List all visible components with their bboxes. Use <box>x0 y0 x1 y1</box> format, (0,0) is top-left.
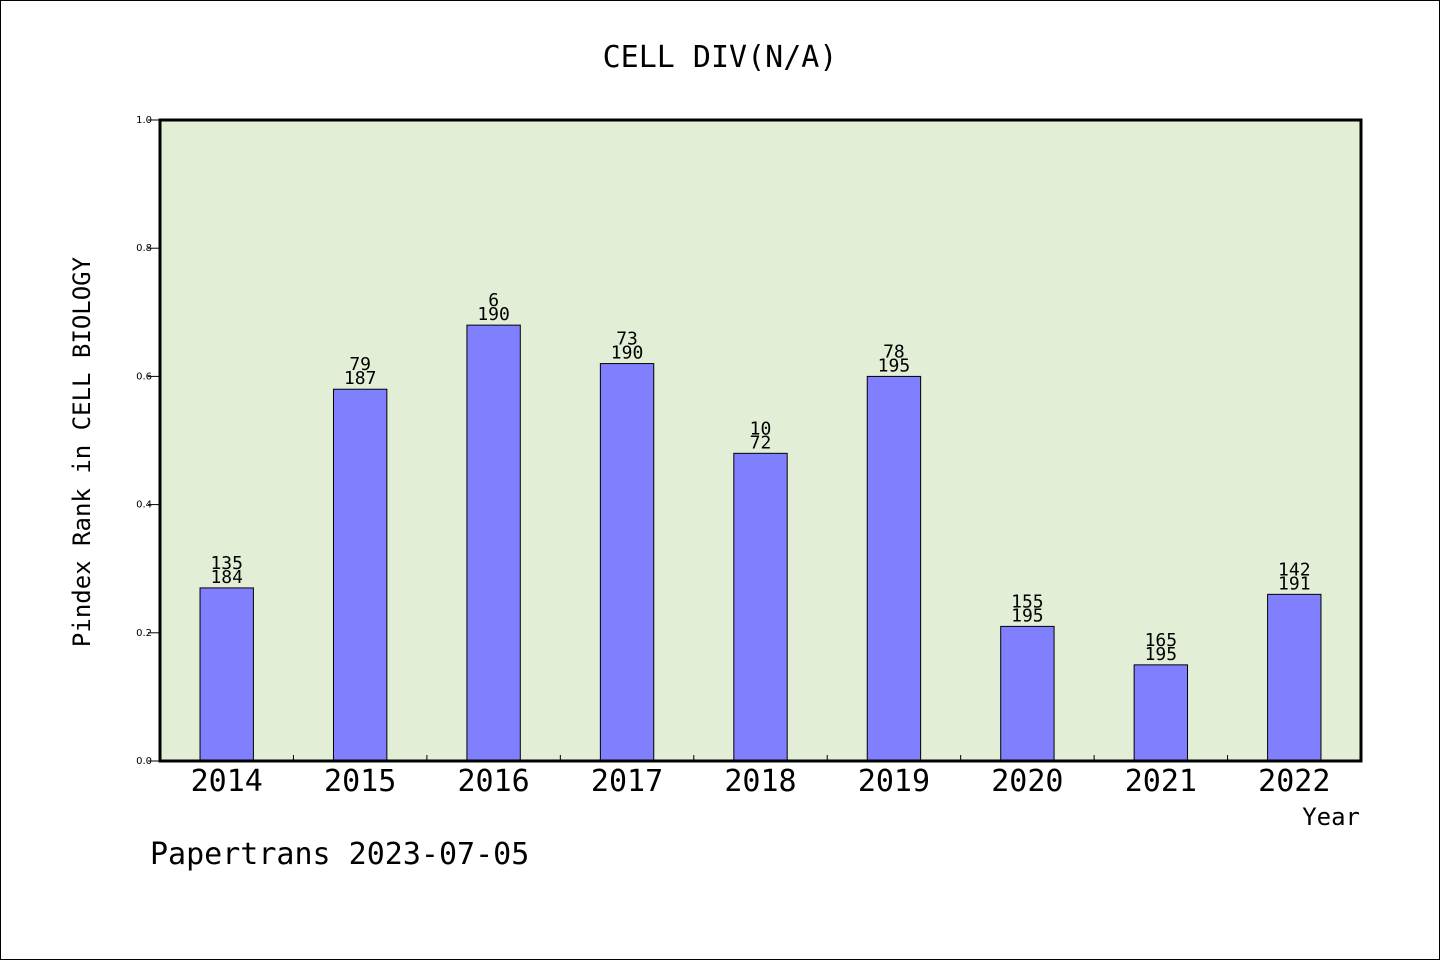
bar-label-top: 73 <box>616 329 638 350</box>
bar-2019 <box>866 375 922 762</box>
x-tick-label: 2015 <box>324 764 396 799</box>
bar-label-top: 10 <box>750 418 772 439</box>
bar-label-bottom: 190 <box>611 343 644 364</box>
bar-label-bottom: 191 <box>1278 573 1311 594</box>
bar-2022 <box>1267 593 1322 762</box>
bar-label-bottom: 195 <box>1011 605 1044 626</box>
x-tick-label: 2018 <box>724 764 796 799</box>
x-tick-label: 2021 <box>1125 764 1197 799</box>
bar-label-top: 165 <box>1145 630 1178 651</box>
bar-2016 <box>466 324 521 762</box>
bar-label-bottom: 190 <box>477 304 510 325</box>
y-tick-label: 0.6 <box>136 371 152 382</box>
bar-2017 <box>599 363 655 762</box>
chart-title: CELL DIV(N/A) <box>603 40 838 75</box>
bar-2018 <box>733 452 788 762</box>
bar-2014 <box>199 587 254 762</box>
bar-label-bottom: 195 <box>1145 644 1178 665</box>
y-tick-label: 0.8 <box>136 243 152 254</box>
bar-label-top: 155 <box>1011 591 1044 612</box>
bar-label-top: 142 <box>1278 559 1311 580</box>
y-tick-label: 0.0 <box>136 756 152 767</box>
bar-label-top: 6 <box>488 290 499 311</box>
bar-label-top: 78 <box>883 341 905 362</box>
bar-label-bottom: 184 <box>210 567 243 588</box>
bar-label-bottom: 72 <box>750 432 772 453</box>
bar-2020 <box>1000 625 1055 762</box>
x-tick-label: 2019 <box>858 764 930 799</box>
bar-2021 <box>1133 664 1189 762</box>
bar-label-bottom: 187 <box>344 368 377 389</box>
x-tick-label: 2014 <box>191 764 263 799</box>
y-axis-title: Pindex Rank in CELL BIOLOGY <box>68 256 96 647</box>
bar-label-top: 79 <box>349 354 371 375</box>
plot-border <box>158 118 1363 763</box>
y-tick-label: 0.2 <box>136 628 152 639</box>
x-tick-label: 2017 <box>591 764 663 799</box>
x-tick-label: 2022 <box>1258 764 1330 799</box>
bar-2015 <box>332 388 388 762</box>
y-tick-label: 0.4 <box>136 500 152 511</box>
footer-text: Papertrans 2023-07-05 <box>150 837 529 872</box>
bar-label-top: 135 <box>210 553 243 574</box>
y-tick-label: 1.0 <box>136 115 152 126</box>
bar-label-bottom: 195 <box>878 355 911 376</box>
x-axis-title: Year <box>1302 803 1360 831</box>
x-tick-label: 2016 <box>457 764 529 799</box>
x-tick-label: 2020 <box>991 764 1063 799</box>
